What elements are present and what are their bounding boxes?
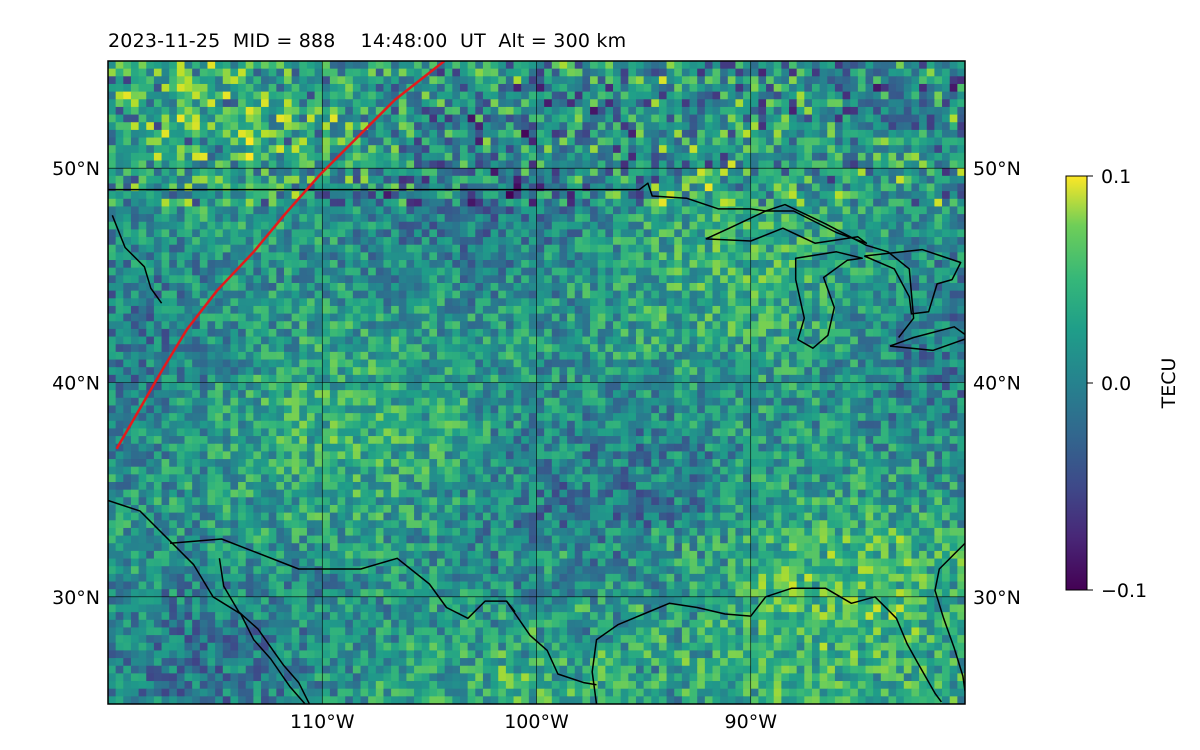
coastline xyxy=(934,542,965,692)
coastline xyxy=(218,558,311,704)
lat-tick-label-right: 40°N xyxy=(973,373,1021,395)
graticule xyxy=(108,61,965,704)
map-frame xyxy=(107,60,966,705)
great-lake-outline xyxy=(864,248,962,315)
coastline xyxy=(108,499,306,704)
country-border xyxy=(170,538,597,686)
lon-tick-label: 90°W xyxy=(725,711,778,733)
colorbar-tick-label: 0.1 xyxy=(1101,166,1131,188)
axis-tick-labels: 110°W 100°W 90°W 30°N 30°N 40°N 40°N 50°N 50°N xyxy=(52,158,1021,733)
colorbar-label: TECU xyxy=(1158,358,1180,410)
tec-heatmap xyxy=(108,61,965,704)
colorbar-tick-label: 0.0 xyxy=(1101,373,1131,395)
great-lake-outline xyxy=(794,251,863,349)
lat-tick-label-left: 50°N xyxy=(52,158,100,180)
great-lake-outline xyxy=(889,326,965,352)
colorbar-tick-label: −0.1 xyxy=(1101,580,1147,602)
colorbar-gradient xyxy=(1065,175,1088,591)
satellite-track xyxy=(115,61,446,450)
great-lake-outline xyxy=(705,210,868,244)
lat-tick-label-right: 30°N xyxy=(973,587,1021,609)
coastline xyxy=(591,587,943,704)
geography-lines xyxy=(108,182,1046,704)
country-border xyxy=(505,600,516,613)
lon-tick-label: 110°W xyxy=(290,711,355,733)
coastline xyxy=(111,215,163,304)
figure-title: 2023-11-25 MID = 888 14:48:00 UT Alt = 3… xyxy=(108,30,627,52)
lat-tick-label-left: 30°N xyxy=(52,587,100,609)
track-line xyxy=(115,61,446,450)
colorbar: 0.1 0.0 −0.1 TECU xyxy=(1065,166,1180,602)
great-lake-outline xyxy=(969,301,1046,314)
lon-tick-label: 100°W xyxy=(504,711,569,733)
lat-tick-label-right: 50°N xyxy=(973,158,1021,180)
lat-tick-label-left: 40°N xyxy=(52,373,100,395)
